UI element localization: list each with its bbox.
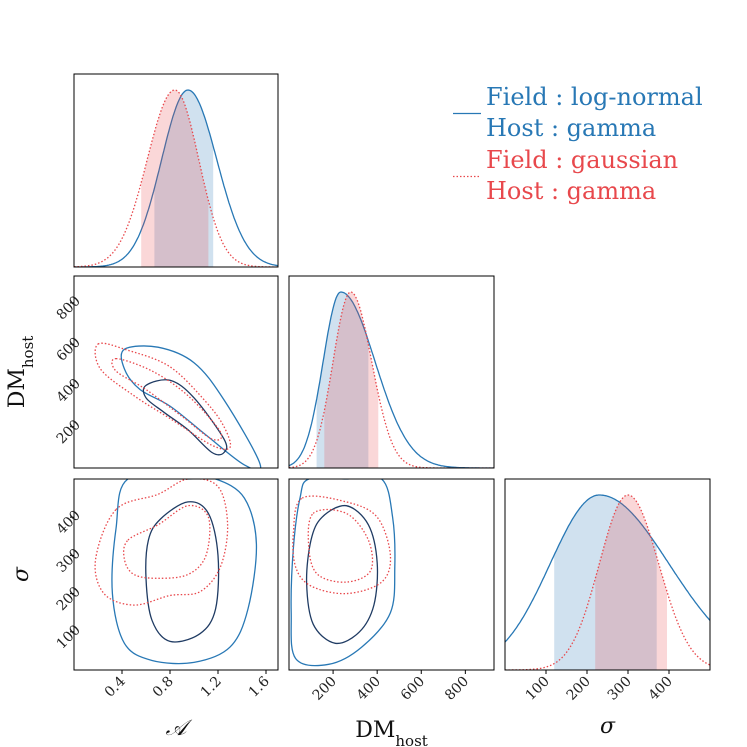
marginal-band-series-0 bbox=[316, 292, 369, 468]
contour-inner-series-0 bbox=[142, 379, 228, 456]
x-tick-label-sigma: 100 bbox=[523, 674, 553, 704]
contour-outer-series-0 bbox=[111, 479, 258, 665]
y-tick-label-DM_host: 600 bbox=[54, 334, 84, 364]
x-axis-label-sigma: σ bbox=[600, 714, 616, 739]
y-axis-label-DMhost-main: DM bbox=[5, 368, 30, 408]
panel-frame-2-2 bbox=[504, 478, 711, 671]
contour-outer-series-1 bbox=[292, 495, 392, 595]
y-axis-label-sigma: σ bbox=[9, 566, 34, 582]
y-tick-label-sigma: 400 bbox=[54, 507, 84, 537]
x-axis-label-A: 𝒜 bbox=[166, 716, 193, 741]
marginal-curve-series-1 bbox=[289, 291, 494, 468]
marginal-curve-series-1 bbox=[74, 89, 278, 267]
marginal-band-series-0 bbox=[154, 90, 214, 267]
panel-frame-1-0 bbox=[73, 275, 279, 469]
marginal-band-series-1 bbox=[324, 292, 379, 468]
y-axis-label-DMhost: DMhost bbox=[5, 336, 37, 409]
y-tick-label-sigma: 100 bbox=[54, 622, 84, 652]
contour-inner-series-1 bbox=[307, 508, 374, 583]
x-tick-label-A: 1.2 bbox=[198, 674, 225, 701]
contour-outer-series-0 bbox=[120, 345, 262, 468]
y-tick-label-sigma: 300 bbox=[54, 546, 84, 576]
x-tick-label-sigma: 200 bbox=[564, 674, 594, 704]
marginal-band-series-0 bbox=[554, 495, 657, 670]
y-axis-label-DMhost-sub: host bbox=[19, 336, 37, 368]
y-tick-label-DM_host: 200 bbox=[54, 417, 84, 447]
contour-outer-series-1 bbox=[94, 479, 229, 606]
contour-panel-A_DM bbox=[94, 342, 262, 468]
contour-panel-A_sigma bbox=[94, 479, 258, 665]
marginal-curve-series-0 bbox=[505, 494, 710, 643]
contour-outer-series-1 bbox=[94, 342, 232, 451]
x-axis-label-DMhost-sub: host bbox=[395, 732, 427, 747]
contour-panel-DM_sigma bbox=[290, 479, 396, 667]
y-tick-label-DM_host: 800 bbox=[54, 293, 84, 323]
contour-inner-series-1 bbox=[122, 504, 211, 579]
marginal-curve-series-1 bbox=[505, 494, 710, 670]
contour-inner-series-0 bbox=[145, 501, 220, 643]
x-axis-label-DMhost-main: DM bbox=[355, 718, 395, 743]
marginal-band-series-1 bbox=[595, 495, 667, 670]
x-tick-label-A: 1.6 bbox=[246, 673, 273, 700]
legend-label-series-1-host: Host : gamma bbox=[486, 177, 656, 205]
panel-frame-2-0 bbox=[73, 478, 279, 671]
marginal-panel-A bbox=[74, 89, 278, 267]
y-tick-label-sigma: 200 bbox=[54, 584, 84, 614]
legend-label-series-0-host: Host : gamma bbox=[486, 114, 656, 142]
marginal-panel-sigma bbox=[505, 494, 710, 670]
contour-inner-series-1 bbox=[111, 357, 223, 441]
panel-frame-0-0 bbox=[73, 73, 279, 268]
x-tick-label-sigma: 300 bbox=[605, 674, 635, 704]
contour-inner-series-0 bbox=[305, 504, 379, 645]
x-tick-label-A: 0.4 bbox=[102, 673, 129, 700]
x-tick-label-A: 0.8 bbox=[150, 674, 177, 701]
marginal-panel-DM_host bbox=[289, 291, 494, 468]
panel-frame-1-1 bbox=[288, 275, 495, 469]
x-tick-label-sigma: 400 bbox=[646, 674, 676, 704]
x-tick-label-DM_host: 600 bbox=[398, 674, 428, 704]
x-tick-label-DM_host: 400 bbox=[354, 674, 384, 704]
marginal-curve-series-0 bbox=[74, 89, 278, 267]
legend-label-series-0-field: Field : log-normal bbox=[486, 83, 703, 111]
marginal-band-series-1 bbox=[141, 90, 209, 267]
x-tick-label-DM_host: 800 bbox=[442, 674, 472, 704]
x-axis-label-DMhost: DMhost bbox=[355, 718, 428, 747]
x-tick-label-DM_host: 200 bbox=[310, 674, 340, 704]
legend-label-series-1-field: Field : gaussian bbox=[486, 146, 678, 174]
y-tick-label-DM_host: 400 bbox=[54, 376, 84, 406]
panel-frame-2-1 bbox=[288, 478, 495, 671]
